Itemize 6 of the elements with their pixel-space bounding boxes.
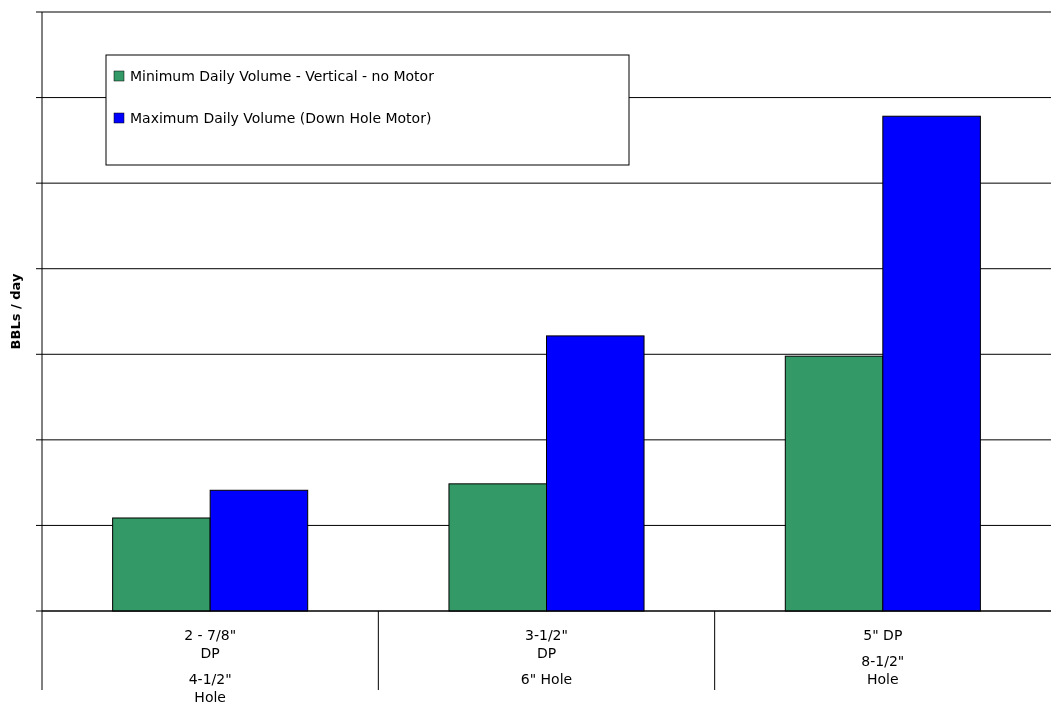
x-tick-label: 3-1/2" DP 6" Hole [520,627,573,687]
legend-label: Minimum Daily Volume - Vertical - no Motor [130,68,435,84]
x-tick-label: 2 - 7/8" DP 4-1/2" Hole [184,627,237,705]
legend-label: Maximum Daily Volume (Down Hole Motor) [130,110,432,126]
y-axis-title: BBLs / day [8,273,23,350]
x-tick-label: 5" DP 8-1/2" Hole [861,627,905,687]
